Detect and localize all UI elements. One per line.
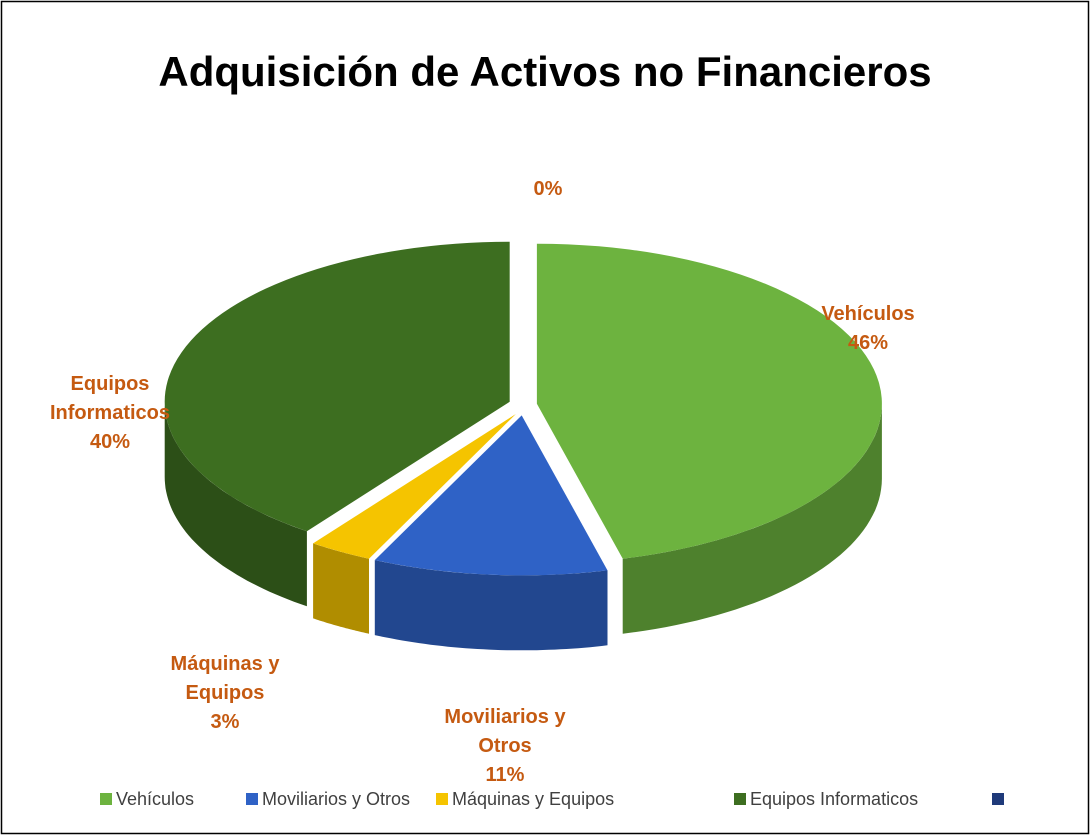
- data-label-name: Moviliarios y Otros: [444, 706, 566, 757]
- slice-side: [622, 403, 882, 634]
- data-label: Moviliarios y Otros 11%: [415, 703, 595, 790]
- slice: [164, 241, 510, 532]
- legend-label: Vehículos: [116, 789, 194, 809]
- legend-swatch: [246, 793, 258, 805]
- chart-title: Adquisición de Activos no Financieros: [158, 48, 931, 95]
- legend-swatch: [100, 793, 112, 805]
- data-label-name: Equipos Informaticos: [49, 373, 171, 424]
- data-label: Vehículos 46%: [778, 300, 958, 358]
- slice: [536, 243, 882, 559]
- legend-swatch: [436, 793, 448, 805]
- data-label-value: 40%: [89, 431, 131, 453]
- data-label-value: 0%: [533, 178, 563, 200]
- legend-swatch: [734, 793, 746, 805]
- slice-side: [374, 560, 608, 651]
- data-label-name: Vehículos: [821, 303, 915, 325]
- slice-side: [313, 543, 369, 634]
- data-label-value: 11%: [485, 764, 525, 786]
- legend-swatch: [992, 793, 1004, 805]
- legend-label: Máquinas y Equipos: [452, 789, 614, 809]
- data-label: Máquinas y Equipos 3%: [135, 650, 315, 737]
- legend-label: Moviliarios y Otros: [262, 789, 410, 809]
- data-label-value: 3%: [210, 711, 240, 733]
- slice-side: [164, 401, 307, 607]
- slice: [313, 413, 516, 559]
- data-label-name: Máquinas y Equipos: [170, 653, 280, 704]
- data-label: 0%: [458, 175, 638, 204]
- data-label: Equipos Informaticos 40%: [20, 370, 200, 457]
- data-label-value: 46%: [847, 332, 889, 354]
- legend-label: Equipos Informaticos: [750, 789, 918, 809]
- slice: [374, 415, 608, 576]
